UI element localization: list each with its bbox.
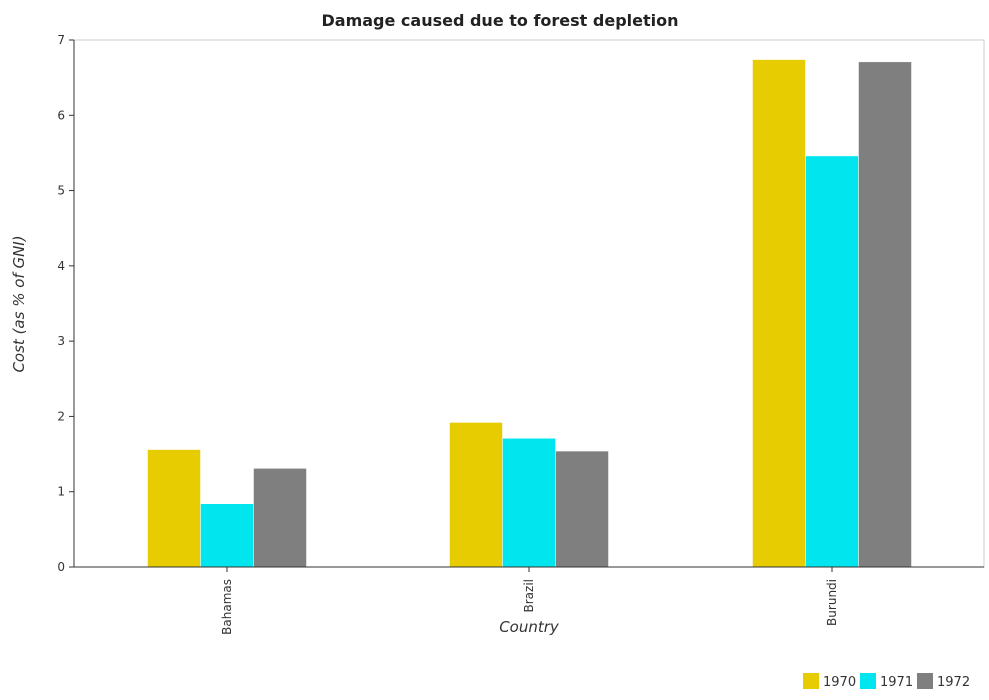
y-tick-label: 6 [57,108,65,122]
y-axis-ticks: 0 1 2 3 4 5 6 7 [57,33,75,574]
x-tick-label: Burundi [825,579,839,626]
y-tick-label: 4 [57,259,65,273]
legend-swatch-1970 [803,673,819,689]
bars-layer [147,59,912,568]
bar-1972-brazil [555,450,609,568]
legend-label-1972: 1972 [937,675,970,690]
y-tick-label: 5 [57,184,65,198]
legend-label-1970: 1970 [823,675,856,690]
y-tick-label: 0 [57,560,65,574]
y-axis-label: Cost (as % of GNI) [10,235,28,372]
bar-1970-brazil [449,422,503,568]
bar-1971-burundi [805,155,859,568]
legend-swatch-1971 [860,673,876,689]
x-tick-label: Bahamas [220,579,234,635]
y-tick-label: 1 [57,485,65,499]
legend: 1970 1971 1972 [803,673,970,690]
bar-1971-brazil [502,438,556,568]
legend-label-1971: 1971 [880,675,913,690]
bar-1971-bahamas [200,503,254,568]
x-axis-ticks: Bahamas Brazil Burundi [74,566,984,635]
bar-1972-burundi [858,61,912,568]
legend-swatch-1972 [917,673,933,689]
chart-title: Damage caused due to forest depletion [321,11,678,30]
x-tick-label: Brazil [522,579,536,613]
bar-1972-bahamas [253,468,307,568]
bar-1970-burundi [752,59,806,568]
x-axis-label: Country [499,618,560,636]
bar-1970-bahamas [147,449,201,568]
y-tick-label: 7 [57,33,65,47]
y-tick-label: 3 [57,334,65,348]
y-tick-label: 2 [57,409,65,423]
